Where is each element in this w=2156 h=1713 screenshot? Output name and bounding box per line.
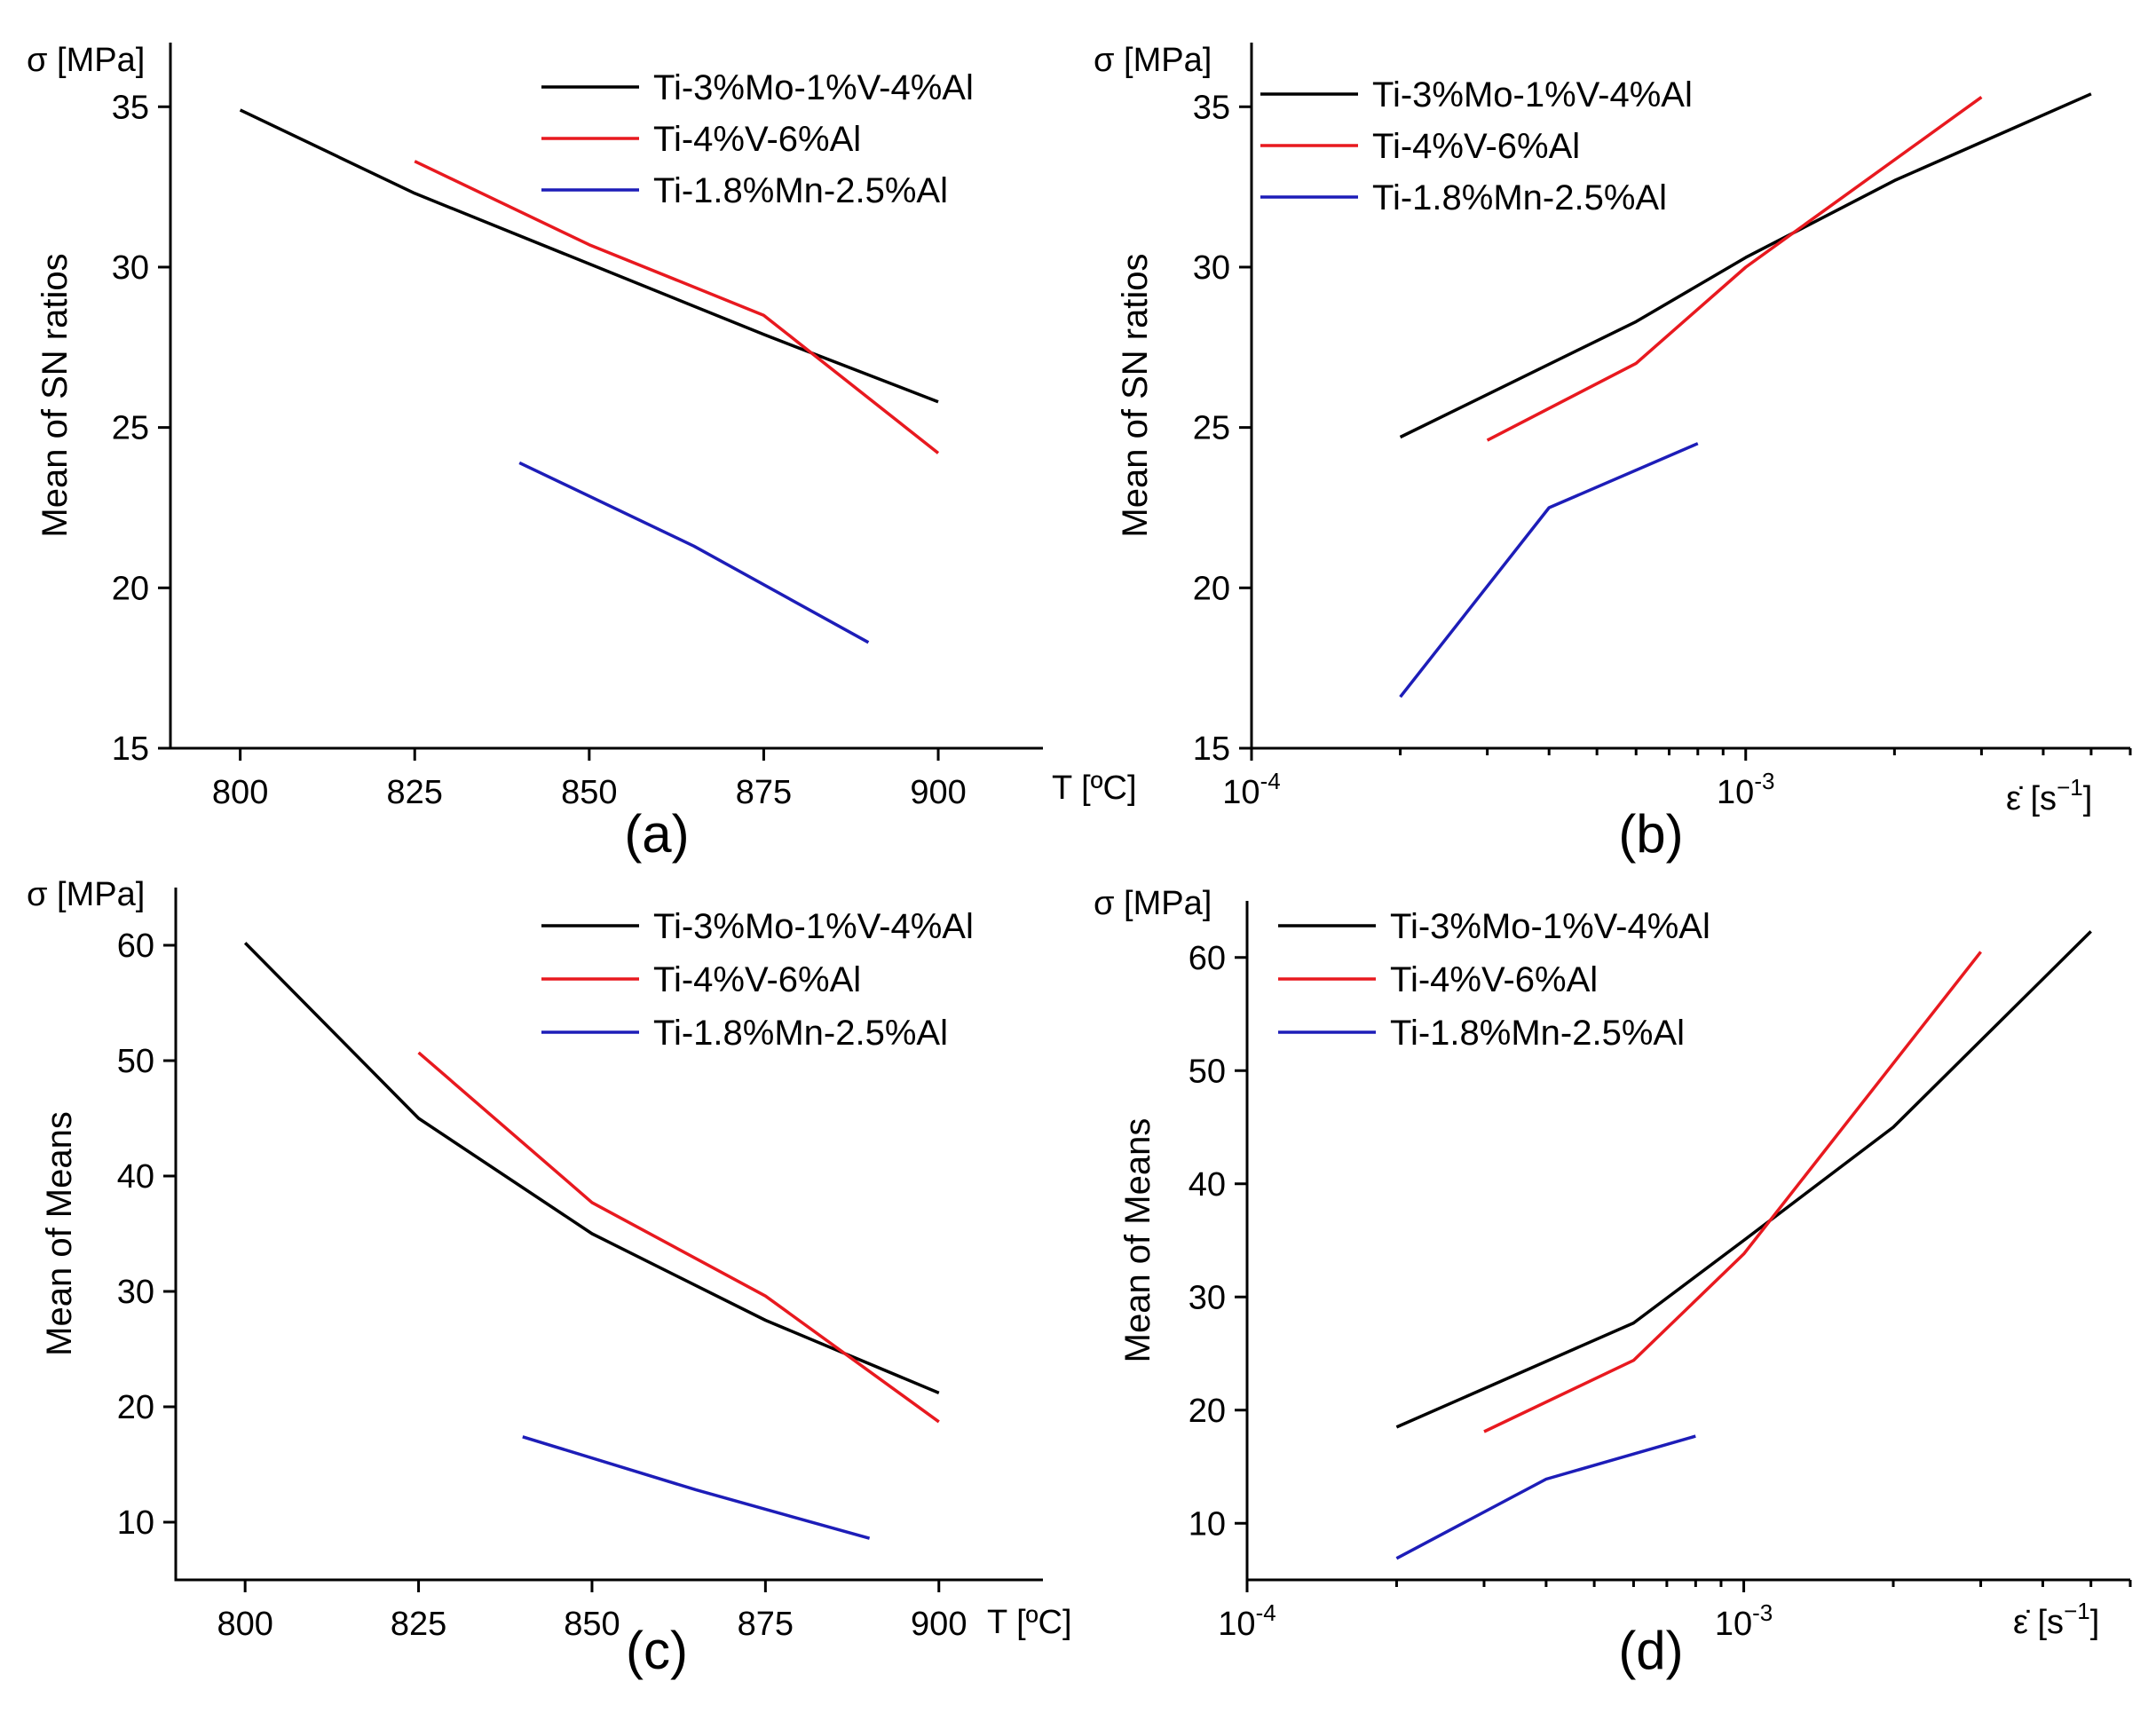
y-tick-label: 50 <box>117 1043 154 1080</box>
y-tick-label: 30 <box>1189 1279 1226 1316</box>
series-line-ti-1-8-mn-2-5-al <box>1395 1434 1696 1560</box>
y-tick-label: 15 <box>1193 730 1230 768</box>
legend-entry: Ti-3%Mo-1%V-4%Al <box>653 907 974 946</box>
panel-label: (b) <box>1618 804 1683 864</box>
x-tick-label: 800 <box>217 1606 272 1643</box>
y-tick-label: 40 <box>117 1158 154 1196</box>
axes <box>169 43 1043 750</box>
x-tick-label: 875 <box>736 774 792 811</box>
y-tick-label: 10 <box>1189 1505 1226 1543</box>
x-units-label: T [ºC] <box>987 1604 1072 1641</box>
y-axis-title: Mean of SN ratios <box>1116 253 1155 537</box>
x-tick-label: 800 <box>212 774 268 811</box>
panel-label: (d) <box>1618 1621 1683 1680</box>
y-units-label: σ [MPa] <box>1094 42 1212 79</box>
x-tick-label: 10-4 <box>1218 1599 1275 1643</box>
x-tick-label: 10-3 <box>1715 1599 1773 1643</box>
y-tick-label: 25 <box>112 410 149 447</box>
panel-d: 10 20 30 40 50 60 10-4 10-3 Mean of Means σ [MPa]… <box>1094 885 2132 1680</box>
y-tick-label: 30 <box>1193 249 1230 287</box>
series-line-ti-4-v-6-al <box>414 160 940 454</box>
x-tick-label: 10-3 <box>1717 768 1774 811</box>
y-tick-label: 20 <box>1193 570 1230 607</box>
x-tick-label: 875 <box>738 1606 794 1643</box>
y-axis-title: Mean of Means <box>40 1111 79 1356</box>
x-tick-label: 850 <box>561 774 617 811</box>
y-tick-label: 25 <box>1193 410 1230 447</box>
x-tick-label: 900 <box>911 1606 967 1643</box>
legend-entry: Ti-3%Mo-1%V-4%Al <box>1372 75 1693 114</box>
series-line-ti-4-v-6-al <box>417 1051 940 1424</box>
x-units-label: ε̇ [s−1] <box>2006 774 2092 817</box>
x-tick-label: 850 <box>564 1606 620 1643</box>
y-axis-title: Mean of SN ratios <box>36 253 75 537</box>
x-units-label: T [ºC] <box>1052 770 1137 807</box>
x-tick-label: 900 <box>910 774 966 811</box>
x-tick-label: 10-4 <box>1222 768 1280 811</box>
legend-entry: Ti-3%Mo-1%V-4%Al <box>653 68 974 107</box>
series-line-ti-3-mo-1-v-4-al <box>1395 930 2092 1429</box>
series-line-ti-3-mo-1-v-4-al <box>1399 92 2092 439</box>
legend-entry: Ti-1.8%Mn-2.5%Al <box>1372 178 1667 217</box>
y-units-label: σ [MPa] <box>27 42 145 79</box>
y-tick-label: 40 <box>1189 1166 1226 1204</box>
y-tick-label: 50 <box>1189 1053 1226 1090</box>
legend-entry: Ti-1.8%Mn-2.5%Al <box>653 1014 948 1053</box>
y-tick-label: 35 <box>1193 89 1230 126</box>
x-units-label: ε̇ [s−1] <box>2013 1598 2099 1641</box>
y-tick-label: 60 <box>117 928 154 965</box>
panel-b: 15 20 25 30 35 10-4 10-3 Mean of SN ratios σ [MP… <box>1094 42 2132 864</box>
y-tick-label: 15 <box>112 730 149 768</box>
axes <box>1245 901 2130 1582</box>
series-line-ti-1-8-mn-2-5-al <box>522 1435 871 1540</box>
x-tick-label: 825 <box>391 1606 446 1643</box>
legend-entry: Ti-3%Mo-1%V-4%Al <box>1390 907 1710 946</box>
y-tick-label: 20 <box>112 570 149 607</box>
panel-c: 10 20 30 40 50 60 800 825 850 875 900 Mean of Means… <box>27 876 1072 1680</box>
legend-entry: Ti-4%V-6%Al <box>1390 960 1598 999</box>
legend-entry: Ti-4%V-6%Al <box>653 960 861 999</box>
axes <box>174 888 1043 1582</box>
panel-label: (a) <box>624 804 689 864</box>
panel-a: 15 20 25 30 35 800 825 850 875 900 Mean of SN rati… <box>27 42 1137 864</box>
y-tick-label: 35 <box>112 89 149 126</box>
y-units-label: σ [MPa] <box>27 876 145 913</box>
y-axis-title: Mean of Means <box>1118 1118 1157 1363</box>
panel-label: (c) <box>626 1621 688 1680</box>
y-units-label: σ [MPa] <box>1094 885 1212 922</box>
series-line-ti-4-v-6-al <box>1483 951 1982 1433</box>
y-tick-label: 20 <box>1189 1393 1226 1430</box>
x-tick-label: 825 <box>387 774 443 811</box>
legend-entry: Ti-4%V-6%Al <box>1372 127 1580 166</box>
y-tick-label: 60 <box>1189 940 1226 977</box>
y-tick-label: 10 <box>117 1504 154 1542</box>
series-line-ti-1-8-mn-2-5-al <box>518 461 870 644</box>
legend-entry: Ti-4%V-6%Al <box>653 120 861 159</box>
y-tick-label: 30 <box>112 249 149 287</box>
y-tick-label: 20 <box>117 1389 154 1426</box>
series-line-ti-3-mo-1-v-4-al <box>239 108 939 404</box>
y-tick-label: 30 <box>117 1274 154 1311</box>
series-line-ti-1-8-mn-2-5-al <box>1399 442 1699 699</box>
series-line-ti-3-mo-1-v-4-al <box>243 942 940 1395</box>
legend-entry: Ti-1.8%Mn-2.5%Al <box>653 171 948 210</box>
legend-entry: Ti-1.8%Mn-2.5%Al <box>1390 1014 1685 1053</box>
series-line-ti-4-v-6-al <box>1486 95 1983 442</box>
